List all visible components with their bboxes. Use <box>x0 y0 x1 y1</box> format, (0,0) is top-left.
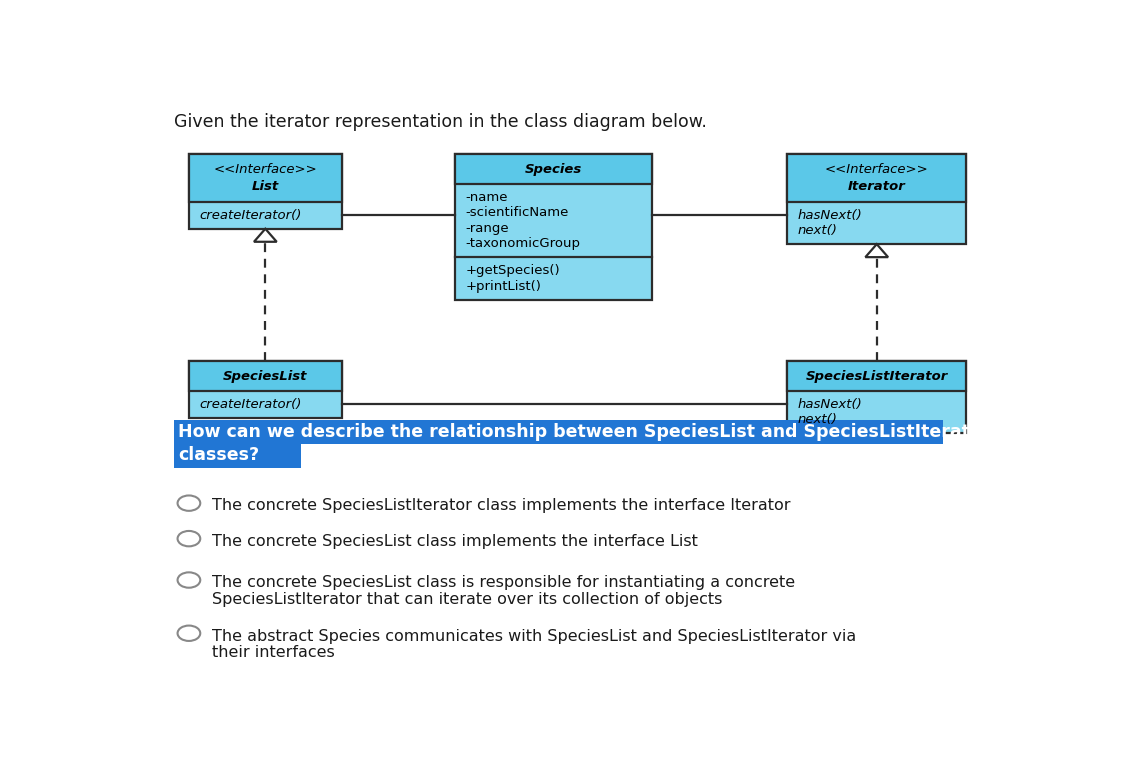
Polygon shape <box>254 229 277 242</box>
Bar <box>189 361 341 391</box>
Text: createIterator(): createIterator() <box>199 398 302 411</box>
Text: The concrete SpeciesList class is responsible for instantiating a concrete: The concrete SpeciesList class is respon… <box>213 575 796 591</box>
Polygon shape <box>866 244 888 257</box>
Text: The concrete SpeciesList class implements the interface List: The concrete SpeciesList class implement… <box>213 534 699 549</box>
Bar <box>788 361 966 391</box>
Text: -scientificName: -scientificName <box>465 207 569 220</box>
Text: hasNext(): hasNext() <box>798 398 862 411</box>
Bar <box>174 420 942 444</box>
Bar <box>189 154 341 229</box>
Bar <box>455 154 651 184</box>
Text: createIterator(): createIterator() <box>199 209 302 222</box>
Text: Species: Species <box>525 163 583 176</box>
Text: -name: -name <box>465 191 508 204</box>
Text: Iterator: Iterator <box>848 180 906 194</box>
Bar <box>788 361 966 433</box>
Text: next(): next() <box>798 224 837 237</box>
Bar <box>189 361 341 418</box>
Text: -range: -range <box>465 222 509 235</box>
Bar <box>788 154 966 201</box>
Text: The concrete SpeciesListIterator class implements the interface Iterator: The concrete SpeciesListIterator class i… <box>213 498 791 514</box>
Text: hasNext(): hasNext() <box>798 209 862 222</box>
Text: SpeciesListIterator: SpeciesListIterator <box>806 369 948 382</box>
Text: <<Interface>>: <<Interface>> <box>825 163 929 176</box>
Bar <box>189 154 341 201</box>
Text: <<Interface>>: <<Interface>> <box>213 163 317 176</box>
Text: SpeciesListIterator that can iterate over its collection of objects: SpeciesListIterator that can iterate ove… <box>213 592 722 607</box>
Text: their interfaces: their interfaces <box>213 645 335 660</box>
Bar <box>174 444 301 468</box>
Bar <box>455 154 651 300</box>
Text: +getSpecies(): +getSpecies() <box>465 264 560 277</box>
Text: SpeciesList: SpeciesList <box>223 369 308 382</box>
Text: -taxonomicGroup: -taxonomicGroup <box>465 237 580 250</box>
Text: How can we describe the relationship between SpeciesList and SpeciesListIterator: How can we describe the relationship bet… <box>178 423 991 442</box>
Text: Given the iterator representation in the class diagram below.: Given the iterator representation in the… <box>174 113 707 131</box>
Bar <box>788 154 966 244</box>
Text: next(): next() <box>798 413 837 426</box>
Text: +printList(): +printList() <box>465 280 542 293</box>
Text: The abstract Species communicates with SpeciesList and SpeciesListIterator via: The abstract Species communicates with S… <box>213 628 857 644</box>
Text: List: List <box>251 180 279 194</box>
Text: classes?: classes? <box>178 445 259 464</box>
